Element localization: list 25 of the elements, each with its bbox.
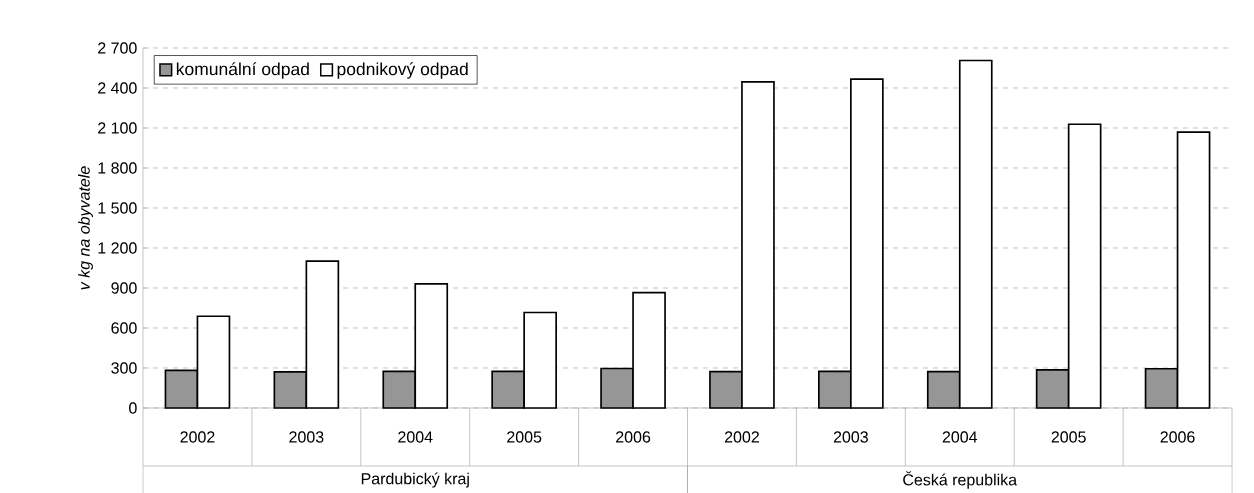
x-tick-label: 2005 xyxy=(1051,431,1086,443)
y-tick-label: 1 800 xyxy=(98,162,137,174)
x-tick-label: 2006 xyxy=(1160,431,1195,443)
y-tick-label: 1 200 xyxy=(98,242,137,254)
x-tick-label: 2004 xyxy=(942,431,978,443)
y-tick-label: 0 xyxy=(129,402,137,414)
text: Pardubický kraj xyxy=(361,472,469,488)
y-tick-label: 600 xyxy=(111,322,137,334)
y-tick-label: 1 500 xyxy=(98,202,137,214)
y-tick-label: 900 xyxy=(111,282,137,294)
text: Česká republika xyxy=(903,471,1018,489)
x-tick-label: 2002 xyxy=(724,431,759,443)
legend-label: komunální odpad xyxy=(176,62,309,79)
x-tick-label: 2006 xyxy=(616,431,651,443)
x-tick-label: 2003 xyxy=(289,431,324,443)
x-tick-label: 2003 xyxy=(833,431,868,443)
x-tick-label: 2002 xyxy=(180,431,215,443)
x-tick-label: 2004 xyxy=(398,431,433,443)
y-tick-label: 2 700 xyxy=(98,42,137,54)
x-tick-label: 2005 xyxy=(507,431,542,443)
y-axis-title: v kg na obyvatele xyxy=(78,166,93,290)
y-tick-label: 2 400 xyxy=(98,82,137,94)
y-tick-label: 2 100 xyxy=(98,122,137,134)
y-tick-label: 300 xyxy=(111,362,137,374)
legend-label: podnikový odpad xyxy=(337,62,468,79)
